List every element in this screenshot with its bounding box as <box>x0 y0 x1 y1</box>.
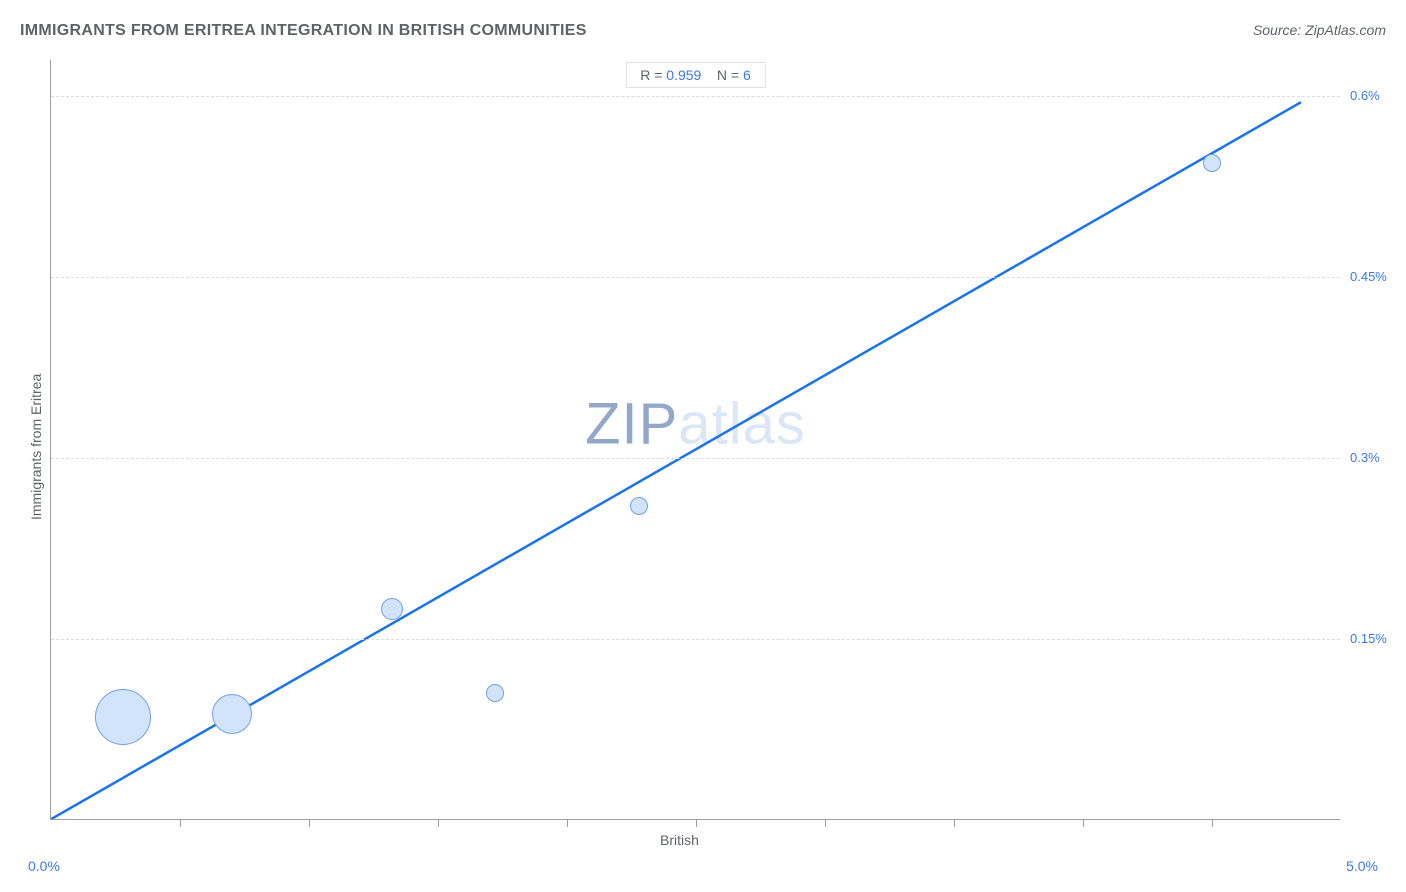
watermark-zip: ZIP <box>585 392 678 457</box>
x-tick <box>567 819 568 827</box>
x-tick <box>1212 819 1213 827</box>
stats-legend: R = 0.959 N = 6 <box>625 62 766 88</box>
gridline <box>51 458 1340 459</box>
y-axis-label: Immigrants from Eritrea <box>28 374 44 520</box>
data-point[interactable] <box>212 694 252 734</box>
r-label: R = <box>640 67 666 83</box>
gridline <box>51 277 1340 278</box>
gridline <box>51 96 1340 97</box>
data-point[interactable] <box>630 497 648 515</box>
x-tick <box>438 819 439 827</box>
chart-title: IMMIGRANTS FROM ERITREA INTEGRATION IN B… <box>20 22 587 40</box>
y-tick-label: 0.45% <box>1350 269 1387 284</box>
plot-area: R = 0.959 N = 6 ZIPatlas <box>50 60 1340 820</box>
y-tick-label: 0.3% <box>1350 450 1380 465</box>
n-label: N = <box>717 67 743 83</box>
r-value: 0.959 <box>666 67 701 83</box>
n-value: 6 <box>743 67 751 83</box>
x-tick <box>180 819 181 827</box>
y-tick-label: 0.15% <box>1350 631 1387 646</box>
x-tick <box>1083 819 1084 827</box>
x-tick <box>954 819 955 827</box>
x-tick <box>825 819 826 827</box>
watermark: ZIPatlas <box>585 391 806 458</box>
data-point[interactable] <box>95 689 151 745</box>
x-tick <box>696 819 697 827</box>
data-point[interactable] <box>486 684 504 702</box>
data-point[interactable] <box>381 598 403 620</box>
x-tick <box>309 819 310 827</box>
source-attribution: Source: ZipAtlas.com <box>1253 22 1386 38</box>
data-point[interactable] <box>1203 154 1221 172</box>
x-max-label: 5.0% <box>1346 858 1378 874</box>
x-min-label: 0.0% <box>28 858 60 874</box>
y-tick-label: 0.6% <box>1350 88 1380 103</box>
x-axis-label: British <box>660 832 699 848</box>
gridline <box>51 639 1340 640</box>
watermark-atlas: atlas <box>678 392 806 457</box>
